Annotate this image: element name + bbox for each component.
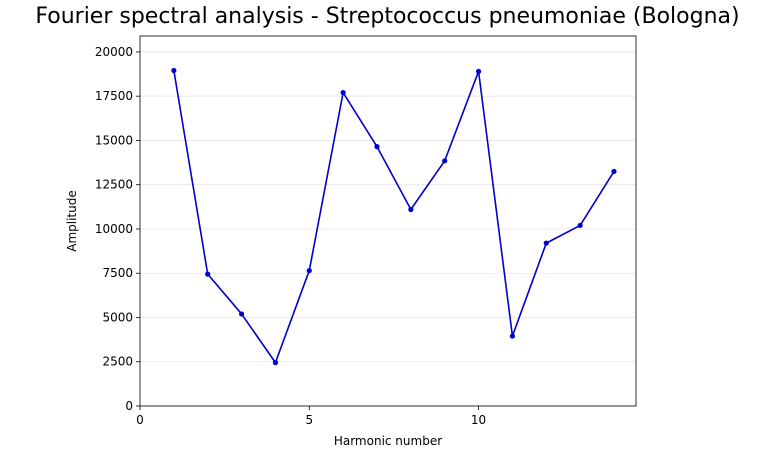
data-point-2 — [205, 271, 211, 277]
data-point-8 — [408, 206, 414, 213]
plot-frame — [139, 35, 637, 407]
data-point-9 — [442, 158, 448, 164]
y-tick-label-1: 2500 — [102, 355, 133, 369]
data-point-7 — [374, 144, 380, 150]
y-axis-label: Amplitude — [65, 190, 79, 252]
y-tick-label-4: 10000 — [95, 222, 133, 236]
y-tick-label-0: 0 — [125, 399, 133, 413]
data-point-4 — [272, 360, 279, 366]
grid-lines — [140, 51, 636, 407]
y-tick-label-2: 5000 — [102, 310, 133, 324]
y-tick-label-8: 20000 — [95, 45, 133, 59]
data-point-11 — [509, 333, 516, 339]
data-series — [171, 67, 617, 366]
data-point-1 — [171, 67, 177, 74]
chart-title: Fourier spectral analysis - Streptococcu… — [35, 4, 740, 29]
data-point-5 — [306, 267, 312, 274]
x-axis-label: Harmonic number — [334, 434, 442, 448]
y-tick-label-5: 12500 — [95, 178, 133, 192]
y-axis-ticks: 0 2500 5000 7500 10000 12500 15000 17500 20000 — [95, 45, 140, 413]
data-point-13 — [577, 222, 583, 229]
y-tick-label-3: 7500 — [102, 266, 133, 280]
y-tick-label-7: 17500 — [95, 89, 133, 103]
x-axis-ticks: 0 5 10 — [136, 406, 486, 427]
x-tick-label-2: 10 — [471, 413, 486, 427]
data-point-10 — [475, 68, 482, 75]
data-point-6 — [340, 90, 346, 96]
x-tick-label-1: 5 — [305, 413, 313, 427]
y-tick-label-6: 15000 — [95, 133, 133, 147]
x-tick-label-0: 0 — [136, 413, 144, 427]
axes — [139, 35, 637, 407]
series-line-0 — [173, 70, 615, 364]
data-point-12 — [543, 240, 549, 246]
data-point-14 — [611, 168, 617, 175]
data-point-3 — [238, 311, 245, 317]
